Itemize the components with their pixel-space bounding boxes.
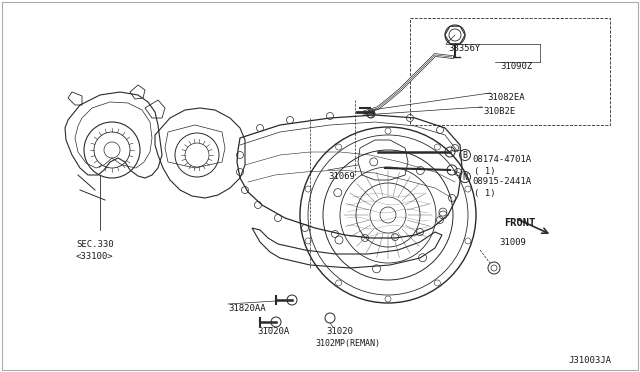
Text: 31020: 31020 [326, 327, 353, 336]
Text: 31082EA: 31082EA [487, 93, 525, 102]
Text: FRONT: FRONT [504, 218, 535, 228]
Text: ( 1): ( 1) [474, 189, 495, 198]
Text: 31090Z: 31090Z [500, 62, 532, 71]
Text: 08174-4701A: 08174-4701A [472, 155, 531, 164]
Text: <33100>: <33100> [76, 252, 114, 261]
Text: ( 1): ( 1) [474, 167, 495, 176]
Text: 38356Y: 38356Y [448, 44, 480, 53]
Text: J31003JA: J31003JA [568, 356, 611, 365]
Text: B: B [463, 151, 467, 160]
Text: 31069: 31069 [328, 172, 355, 181]
Text: 310B2E: 310B2E [483, 107, 515, 116]
Text: 3102MP(REMAN): 3102MP(REMAN) [315, 339, 380, 348]
Text: 08915-2441A: 08915-2441A [472, 177, 531, 186]
Text: 31020A: 31020A [257, 327, 289, 336]
Text: 31820AA: 31820AA [228, 304, 266, 313]
Text: 31009: 31009 [499, 238, 526, 247]
Text: SEC.330: SEC.330 [76, 240, 114, 249]
Text: N: N [463, 173, 467, 182]
